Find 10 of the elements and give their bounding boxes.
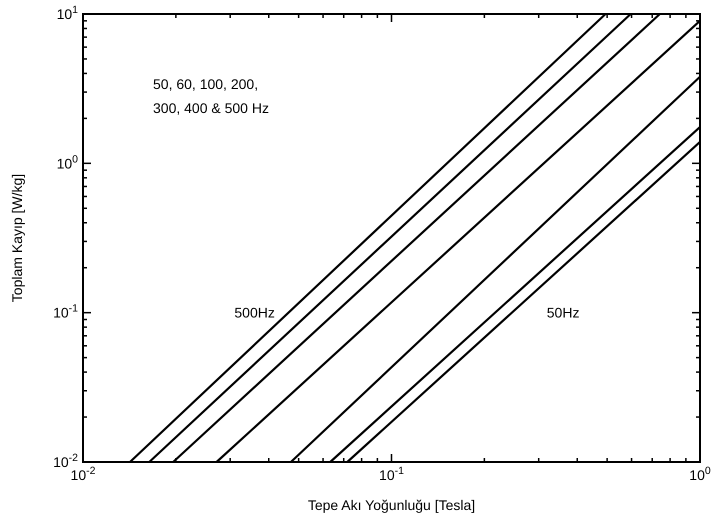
- y-axis-title: Toplam Kayıp [W/kg]: [9, 174, 25, 302]
- annotation: 50, 60, 100, 200, 300, 400 & 500 Hz: [153, 76, 269, 116]
- x-axis-title: Tepe Akı Yoğunluğu [Tesla]: [308, 497, 476, 513]
- annotation: 50Hz: [546, 304, 580, 321]
- annotation: 500Hz: [234, 304, 275, 321]
- x-tick-label: 10$^{-1}$: [379, 465, 404, 483]
- y-tick-label: 10$^{0}$: [56, 153, 78, 172]
- y-tick-label: 10$^{-1}$: [53, 302, 78, 321]
- x-tick-label: 10$^{0}$: [689, 465, 711, 483]
- y-tick-label: 10$^{1}$: [56, 4, 78, 22]
